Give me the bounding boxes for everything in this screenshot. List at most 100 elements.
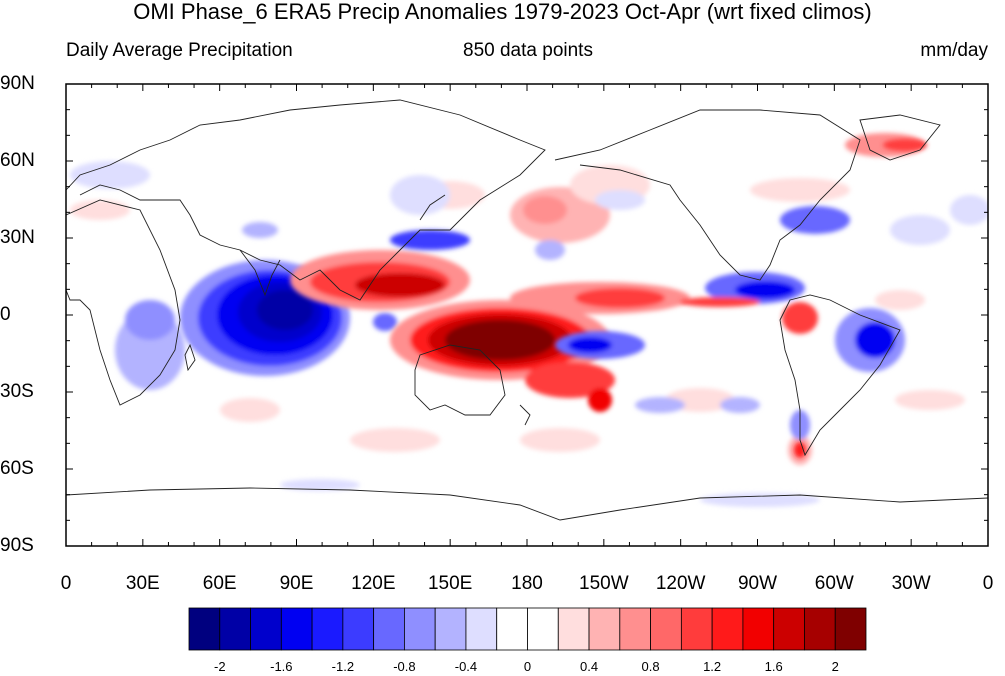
colorbar-box [711,607,744,651]
colorbar-box [465,607,498,651]
east-pacific-anomalies [390,139,927,458]
anomaly-patch [875,290,925,310]
anomaly-patch [700,493,820,507]
anomaly-patch [855,322,895,358]
anomaly-patch [373,313,397,331]
longitude-label: 150W [579,573,629,594]
colorbar-box [619,607,651,651]
coastline-greenland [859,114,941,161]
anomaly-patch [355,273,445,297]
anomaly-patch [390,230,470,250]
colorbar-box [250,607,282,651]
longitude-label: 30W [891,573,931,594]
latitude-label: 30N [0,227,35,248]
colorbar-box [280,607,313,651]
anomaly-patch [520,428,600,452]
longitude-label: 60E [202,573,237,594]
colorbar-box [834,607,867,651]
coastline-new-zealand [519,404,531,426]
anomaly-patch [780,206,850,234]
longitude-label: 0 [982,573,994,594]
coastline-madagascar [184,343,196,372]
coastlines [66,99,988,521]
latitude-label: 60N [0,150,35,171]
anomaly-patch [350,428,440,452]
subtitle-left: Daily Average Precipitation [66,40,293,61]
anomaly-patch [70,161,150,189]
longitude-label: 120W [655,573,706,594]
colorbar-box [804,607,836,651]
colorbar-box [650,607,682,651]
coastline-australia [414,344,506,416]
anomaly-patch [220,398,280,422]
coastline-eurasia [66,99,546,301]
coastline-india [239,249,281,297]
colorbar-box [311,607,344,651]
colorbar-label: -0.8 [393,659,416,674]
longitude-label: 120E [351,573,396,594]
colorbar-label: 2 [831,659,839,674]
colorbar-label: 0 [523,659,532,674]
coastline-africa [66,199,181,406]
anomaly-patch [750,178,850,202]
anomaly-patch [70,200,130,220]
coastline-antarctica [66,487,988,521]
coastline-north-america [554,109,861,281]
colorbar-label: 0.4 [579,659,599,674]
longitude-label: 150E [427,573,473,594]
longitude-label: 180 [511,573,543,594]
longitude-label: 60W [814,573,854,594]
colorbar-box [773,607,805,651]
anomaly-patch [257,290,313,330]
anomaly-patch [525,362,615,398]
anomaly-patch [595,190,645,210]
colorbar-box [404,607,436,651]
longitude-label: 0 [60,573,72,594]
anomaly-patch [523,196,567,224]
colorbar-box [434,607,467,651]
subtitle-center: 850 data points [463,40,593,61]
latitude-label: 30S [0,381,34,402]
anomaly-patch [568,337,612,353]
anomaly-patch [895,390,965,410]
colorbar-box [342,607,375,651]
anomaly-patch [735,281,795,299]
colorbar-label: -2 [213,659,226,674]
anomaly-patch [950,195,988,225]
anomaly-patch [794,442,806,458]
colorbar-box [527,607,559,651]
anomaly-patch [575,288,665,308]
colorbar-box [557,607,590,651]
colorbar-box [588,607,621,651]
colorbar-label: 1.2 [703,659,722,674]
units-label: mm/day [920,40,988,61]
anomaly-patch [782,302,818,334]
colorbar-label: 0.8 [641,659,660,674]
longitude-label: 30E [125,573,160,594]
coastline-south-america [779,294,901,457]
coastline-japan [419,194,446,221]
anomaly-patch [680,297,760,307]
colorbar [188,607,867,651]
anomaly-patch [588,388,612,412]
colorbar-label: -1.2 [331,659,355,674]
colorbar-box [373,607,405,651]
anomaly-patch [280,479,360,491]
anomaly-patch [242,222,278,238]
axis-ticks [65,83,989,547]
anomaly-patch [720,397,760,413]
colorbar-box [680,607,713,651]
latitude-label: 90S [0,535,34,556]
colorbar-box [496,607,528,651]
colorbar-label: -0.4 [454,659,478,674]
anomaly-patch [390,175,450,215]
colorbar-box [188,607,221,651]
latitude-label: 0 [0,304,11,325]
anomaly-patch [125,300,175,340]
colorbar-box [219,607,251,651]
colorbar-box [742,607,775,651]
anomaly-patch [535,240,565,260]
anomaly-patch [635,397,685,413]
anomaly-patch [445,320,555,360]
